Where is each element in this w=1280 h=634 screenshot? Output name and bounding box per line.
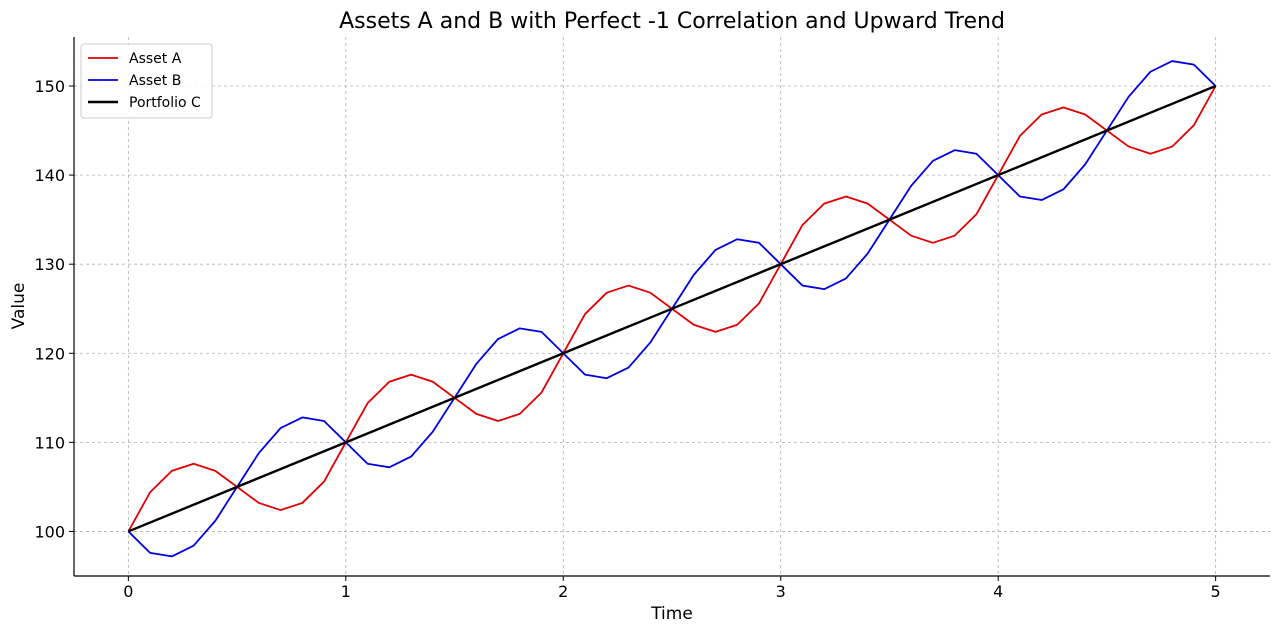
legend-box: [80, 43, 213, 119]
x-ticks: 0 1 2 3 4 5: [123, 576, 1221, 601]
x-tick-label: 0: [123, 582, 133, 601]
series-group: [127, 60, 1217, 558]
y-tick-label: 110: [34, 433, 65, 452]
y-tick-label: 140: [34, 166, 65, 185]
x-tick-label: 1: [341, 582, 351, 601]
legend-label-asset-b: Asset B: [129, 73, 181, 89]
y-tick-label: 100: [34, 522, 65, 541]
legend: Asset A Asset B Portfolio C: [80, 43, 213, 119]
series-line-portfolio-c: [127, 84, 1217, 533]
y-tick-label: 150: [34, 77, 65, 96]
y-tick-label: 130: [34, 255, 65, 274]
y-axis-title: Value: [9, 283, 29, 330]
grid: [74, 37, 1270, 576]
x-tick-label: 4: [993, 582, 1003, 601]
legend-label-portfolio-c: Portfolio C: [129, 95, 201, 111]
x-tick-label: 5: [1211, 582, 1221, 601]
axes: [73, 37, 1270, 577]
x-axis-title: Time: [650, 604, 693, 624]
y-ticks: 100 110 120 130 140 150: [34, 77, 74, 541]
chart-title: Assets A and B with Perfect -1 Correlati…: [339, 9, 1005, 34]
x-tick-label: 2: [558, 582, 568, 601]
y-tick-label: 120: [34, 344, 65, 363]
x-tick-label: 3: [776, 582, 786, 601]
legend-label-asset-a: Asset A: [129, 51, 182, 67]
